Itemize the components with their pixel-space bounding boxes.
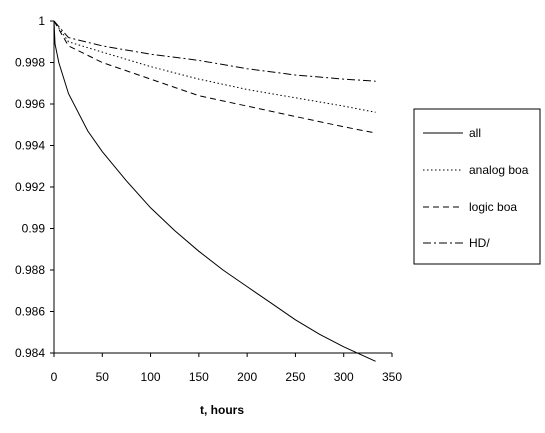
x-axis-ticks: 0 50 100 150 200 250 300 350 bbox=[51, 353, 402, 384]
x-tick-label: 300 bbox=[334, 370, 354, 384]
legend-label-logic-boa: logic boa bbox=[469, 200, 517, 214]
legend-label-all: all bbox=[469, 126, 481, 140]
legend-box bbox=[413, 108, 541, 265]
plot-series-group bbox=[53, 20, 376, 362]
y-tick-label: 0.988 bbox=[15, 263, 45, 277]
y-axis-ticks: 0.984 0.986 0.988 0.99 0.992 0.994 0.996 0.998 1 bbox=[15, 14, 54, 360]
x-tick-label: 350 bbox=[382, 370, 402, 384]
series-line-logic-boa bbox=[53, 20, 376, 134]
x-tick-label: 50 bbox=[96, 370, 110, 384]
y-tick-label: 0.99 bbox=[22, 222, 46, 236]
y-tick-label: 0.986 bbox=[15, 305, 45, 319]
x-tick-label: 200 bbox=[237, 370, 257, 384]
series-line-hd bbox=[53, 20, 376, 82]
legend-label-hd: HD/ bbox=[469, 236, 490, 250]
x-tick-label: 100 bbox=[141, 370, 161, 384]
y-tick-label: 0.994 bbox=[15, 139, 45, 153]
legend: all analog boa logic boa HD/ bbox=[413, 108, 541, 265]
x-tick-label: 0 bbox=[51, 370, 58, 384]
series-line-analog-boa bbox=[53, 20, 376, 113]
y-tick-label: 1 bbox=[38, 14, 45, 28]
legend-items: all analog boa logic boa HD/ bbox=[423, 126, 529, 250]
legend-label-analog-boa: analog boa bbox=[469, 163, 529, 177]
x-axis-label: t, hours bbox=[200, 403, 244, 417]
x-tick-label: 150 bbox=[189, 370, 209, 384]
series-line-all bbox=[53, 20, 376, 362]
y-tick-label: 0.996 bbox=[15, 97, 45, 111]
y-tick-label: 0.992 bbox=[15, 180, 45, 194]
y-tick-label: 0.984 bbox=[15, 346, 45, 360]
x-tick-label: 250 bbox=[285, 370, 305, 384]
y-tick-label: 0.998 bbox=[15, 56, 45, 70]
